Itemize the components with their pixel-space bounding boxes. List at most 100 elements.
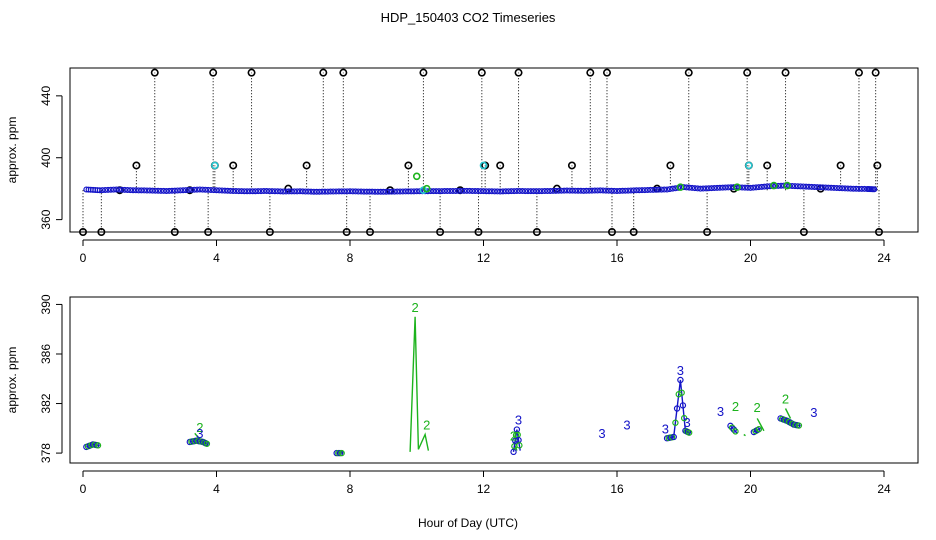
outlier-point (79, 228, 88, 237)
baseline-point (219, 187, 226, 194)
top-panel: 0 4 8 12 16 20 24 360 400 440 approx. ppm (5, 67, 919, 265)
baseline-point (694, 185, 701, 192)
baseline-point (299, 188, 306, 195)
baseline-point (416, 188, 423, 195)
baseline-point (666, 186, 673, 193)
series-point (795, 422, 803, 429)
baseline-point (558, 187, 565, 194)
series-marker-label: 3 (623, 418, 630, 433)
baseline-point (480, 188, 487, 195)
baseline-point (502, 188, 509, 195)
baseline-point (700, 185, 707, 192)
baseline-point (808, 183, 815, 190)
baseline-point (402, 188, 409, 195)
baseline-point (224, 187, 231, 194)
bottom-y-tick-label: 378 (39, 443, 53, 463)
baseline-point (146, 187, 153, 194)
baseline-point (258, 188, 265, 195)
baseline-point (394, 188, 401, 195)
baseline-point (349, 188, 356, 195)
outlier-point (474, 228, 483, 237)
baseline-point (519, 188, 526, 195)
baseline-point (447, 188, 454, 195)
baseline-point (708, 185, 715, 192)
baseline-point (319, 188, 326, 195)
baseline-point (255, 188, 262, 195)
outlier-point (342, 228, 351, 237)
baseline-point (188, 186, 195, 193)
baseline-point (105, 186, 112, 193)
baseline-point (836, 185, 843, 192)
baseline-point (263, 188, 270, 195)
baseline-point (639, 187, 646, 194)
baseline-point (833, 185, 840, 192)
baseline-point (341, 188, 348, 195)
baseline-point (630, 187, 637, 194)
baseline-point (171, 187, 178, 194)
baseline-point (536, 188, 543, 195)
baseline-point (805, 183, 812, 190)
baseline-point (753, 184, 760, 191)
green-point (733, 183, 741, 191)
baseline-point (755, 184, 762, 191)
outlier-point (209, 68, 218, 77)
baseline-point (719, 184, 726, 191)
baseline-point (636, 187, 643, 194)
baseline-point (586, 187, 593, 194)
series-point (94, 442, 102, 449)
baseline-point (191, 186, 198, 193)
baseline-point (669, 185, 676, 192)
baseline-point (828, 184, 835, 191)
baseline-point (433, 188, 440, 195)
baseline-point (333, 188, 340, 195)
series-marker-label: 3 (810, 405, 817, 420)
baseline-point (588, 187, 595, 194)
baseline-point (316, 188, 323, 195)
baseline-point (166, 187, 173, 194)
baseline-point (207, 186, 214, 193)
baseline-point (511, 188, 518, 195)
outlier-point (419, 68, 428, 77)
outlier-point (204, 228, 213, 237)
outlier-point (763, 161, 772, 170)
baseline-point (149, 187, 156, 194)
chart-title: HDP_150403 CO2 Timeseries (381, 10, 556, 25)
baseline-point (449, 187, 456, 194)
baseline-point (725, 184, 732, 191)
baseline-point (405, 188, 412, 195)
outlier-point (703, 228, 712, 237)
baseline-point (711, 185, 718, 192)
baseline-point (130, 187, 137, 194)
baseline-point (102, 186, 109, 193)
baseline-point (408, 188, 415, 195)
outlier-point (666, 161, 675, 170)
baseline-point (118, 186, 125, 193)
baseline-point (374, 188, 381, 195)
baseline-point (847, 185, 854, 192)
baseline-point (858, 185, 865, 192)
baseline-point (474, 188, 481, 195)
baseline-point (291, 188, 298, 195)
outlier-point (319, 68, 328, 77)
baseline-point (814, 184, 821, 191)
series-point (670, 433, 677, 441)
bottom-x-tick-label: 0 (80, 482, 87, 496)
baseline-point (441, 188, 448, 195)
top-x-tick-label: 4 (213, 251, 220, 265)
baseline-point (650, 186, 657, 193)
baseline-point (202, 186, 209, 193)
series-marker-label: 2 (510, 429, 517, 444)
baseline-point (366, 188, 373, 195)
outlier-point (532, 228, 541, 237)
baseline-point (602, 187, 609, 194)
baseline-point (410, 188, 417, 195)
top-ylabel: approx. ppm (5, 117, 19, 184)
baseline-point (747, 184, 754, 191)
baseline-point (488, 188, 495, 195)
baseline-point (716, 184, 723, 191)
series-marker-label: 3 (598, 426, 605, 441)
baseline-point (750, 184, 757, 191)
baseline-point (791, 183, 798, 190)
baseline-point (138, 187, 145, 194)
